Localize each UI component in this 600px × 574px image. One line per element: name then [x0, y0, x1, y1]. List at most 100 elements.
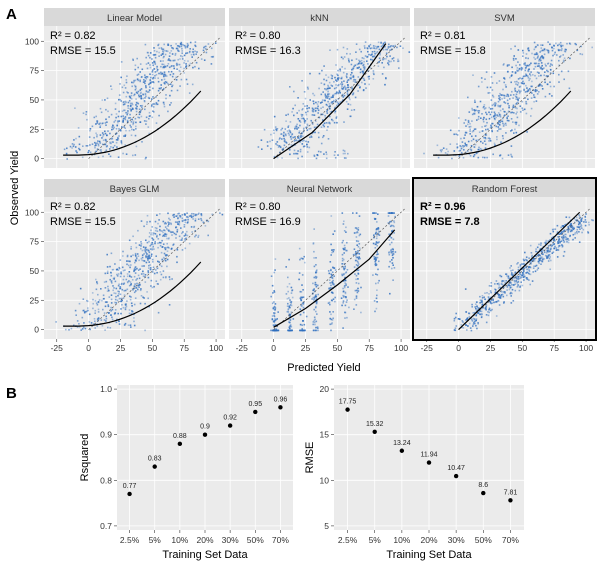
scatter-point: [115, 268, 118, 271]
scatter-point: [194, 50, 196, 53]
scatter-point: [313, 297, 315, 300]
scatter-point: [158, 87, 161, 90]
scatter-point: [331, 322, 333, 324]
data-point: [253, 409, 258, 415]
scatter-point: [529, 74, 532, 77]
scatter-point: [387, 62, 389, 64]
scatter-point: [475, 319, 477, 322]
scatter-point: [147, 51, 149, 54]
y-tick-label: 75: [30, 237, 40, 247]
scatter-point: [184, 219, 186, 221]
scatter-point: [384, 83, 386, 86]
scatter-point: [505, 273, 507, 275]
scatter-point: [510, 153, 512, 156]
scatter-point: [124, 127, 126, 129]
scatter-point: [298, 137, 301, 140]
scatter-point: [531, 92, 533, 94]
scatter-point: [578, 241, 581, 243]
scatter-point: [186, 234, 189, 237]
facet-rmse: RMSE = 15.5: [50, 216, 116, 228]
scatter-point: [337, 103, 340, 105]
scatter-point: [375, 258, 377, 260]
scatter-point: [523, 279, 525, 281]
scatter-point: [185, 237, 187, 240]
scatter-point: [93, 323, 95, 325]
scatter-point: [558, 73, 560, 76]
scatter-point: [473, 318, 476, 320]
scatter-point: [154, 75, 156, 77]
scatter-point: [161, 48, 163, 50]
scatter-point: [177, 63, 179, 66]
scatter-point: [303, 91, 306, 93]
scatter-point: [549, 81, 551, 83]
scatter-point: [148, 97, 151, 100]
scatter-point: [353, 232, 356, 234]
scatter-point: [520, 90, 522, 92]
scatter-point: [194, 219, 197, 222]
scatter-point: [121, 288, 124, 291]
scatter-point: [151, 104, 153, 106]
scatter-point: [373, 212, 376, 214]
scatter-point: [581, 227, 583, 229]
scatter-point: [97, 308, 100, 311]
scatter-point: [122, 278, 125, 281]
scatter-point: [328, 301, 331, 304]
scatter-point: [176, 221, 178, 224]
scatter-point: [183, 67, 185, 70]
scatter-point: [547, 50, 549, 52]
scatter-point: [390, 48, 393, 51]
scatter-point: [502, 283, 504, 286]
scatter-point: [479, 100, 482, 103]
scatter-point: [125, 111, 127, 114]
scatter-point: [369, 58, 372, 61]
scatter-point: [515, 123, 517, 125]
scatter-point: [164, 53, 167, 56]
scatter-point: [295, 139, 297, 141]
scatter-point: [125, 95, 128, 98]
scatter-point: [133, 269, 136, 272]
scatter-point: [298, 132, 300, 134]
scatter-point: [127, 281, 129, 284]
scatter-point: [533, 56, 535, 59]
scatter-point: [154, 233, 157, 235]
scatter-point: [517, 78, 520, 80]
scatter-point: [176, 228, 179, 231]
scatter-point: [168, 70, 170, 73]
scatter-point: [511, 156, 513, 158]
scatter-point: [200, 58, 203, 60]
scatter-point: [150, 81, 153, 83]
scatter-point: [273, 129, 275, 132]
scatter-point: [135, 121, 137, 124]
scatter-point: [506, 275, 508, 277]
scatter-point: [306, 105, 308, 107]
scatter-point: [128, 260, 131, 263]
scatter-point: [542, 253, 544, 256]
scatter-point: [185, 78, 188, 81]
scatter-point: [357, 84, 360, 86]
scatter-point: [350, 77, 352, 80]
scatter-point: [171, 247, 173, 250]
scatter-point: [124, 117, 126, 119]
scatter-point: [496, 300, 498, 303]
scatter-point: [159, 233, 161, 236]
scatter-point: [302, 145, 305, 148]
scatter-point: [474, 101, 476, 103]
scatter-point: [474, 128, 477, 130]
scatter-point: [333, 267, 336, 269]
scatter-point: [300, 113, 303, 116]
scatter-point: [469, 123, 471, 125]
scatter-point: [134, 79, 137, 82]
scatter-point: [535, 52, 538, 54]
scatter-point: [390, 212, 393, 214]
scatter-point: [581, 217, 583, 219]
scatter-point: [138, 259, 140, 262]
scatter-point: [517, 280, 519, 283]
scatter-point: [161, 72, 164, 75]
scatter-point: [532, 271, 534, 273]
scatter-point: [130, 296, 132, 298]
scatter-point: [163, 55, 165, 58]
scatter-point: [159, 278, 162, 281]
scatter-point: [96, 325, 99, 328]
scatter-point: [553, 239, 555, 241]
scatter-point: [106, 270, 109, 273]
